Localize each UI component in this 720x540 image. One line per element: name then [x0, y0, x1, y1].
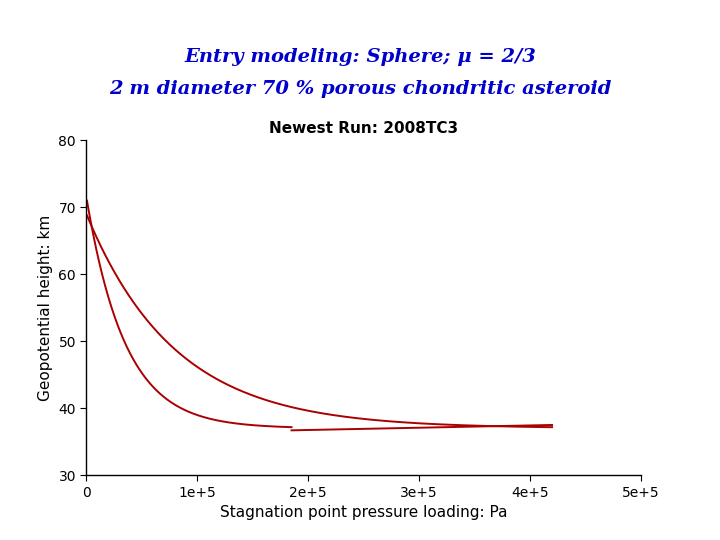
Text: Entry modeling: Sphere; μ = 2/3: Entry modeling: Sphere; μ = 2/3 [184, 48, 536, 66]
X-axis label: Stagnation point pressure loading: Pa: Stagnation point pressure loading: Pa [220, 505, 508, 520]
Y-axis label: Geopotential height: km: Geopotential height: km [38, 215, 53, 401]
Title: Newest Run: 2008TC3: Newest Run: 2008TC3 [269, 122, 458, 137]
Text: 2 m diameter 70 % porous chondritic asteroid: 2 m diameter 70 % porous chondritic aste… [109, 80, 611, 98]
